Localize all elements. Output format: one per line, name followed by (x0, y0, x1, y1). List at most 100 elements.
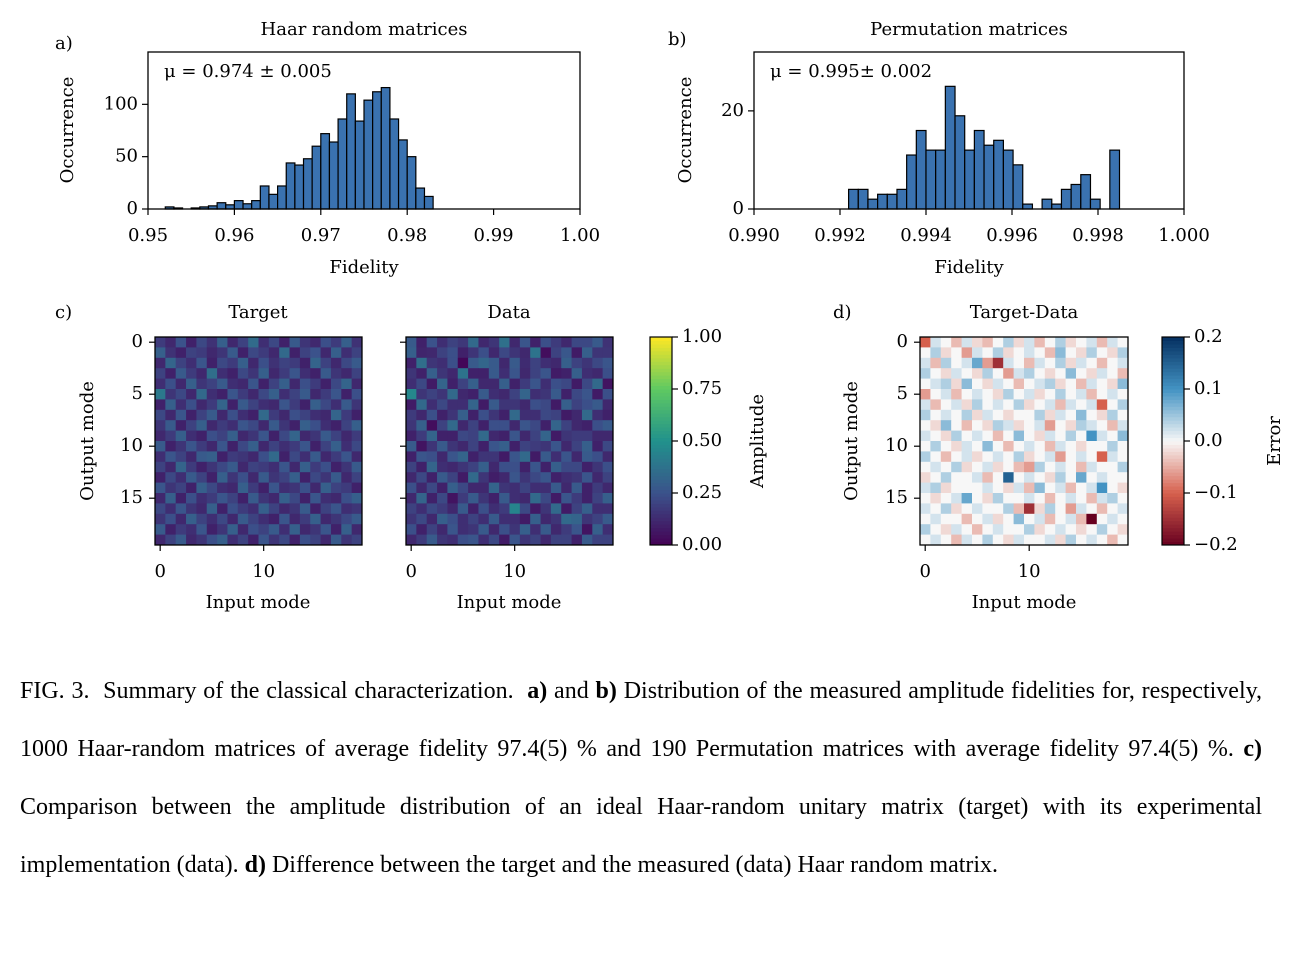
heatmap-cell (1076, 409, 1087, 421)
y-axis-label: Output mode (77, 381, 98, 501)
heatmap-cell (1003, 441, 1014, 452)
heatmap-cell (488, 409, 500, 421)
heatmap-cell (165, 378, 177, 390)
heatmap-cell (351, 409, 363, 421)
annotation: μ = 0.974 ± 0.005 (164, 61, 332, 82)
heatmap-cell (299, 513, 311, 525)
heatmap-cell (992, 524, 1004, 535)
y-tick-label: 0 (733, 198, 744, 219)
heatmap-cell (406, 524, 417, 535)
heatmap-cell (258, 441, 270, 452)
heatmap-cell (279, 534, 290, 546)
chart-title: Target-Data (970, 302, 1079, 323)
heatmap-cell (982, 430, 994, 442)
heatmap-cell (951, 378, 962, 390)
heatmap-cell (1044, 420, 1056, 431)
heatmap-cell (961, 337, 973, 348)
heatmap-cell (175, 482, 187, 494)
colorbar-gradient (1162, 347, 1184, 352)
colorbar-gradient (650, 447, 672, 452)
heatmap-cell (457, 337, 469, 348)
heatmap-cell (951, 357, 962, 369)
heatmap-cell (1107, 378, 1118, 390)
heatmap-cell (289, 493, 301, 504)
heatmap-cell (258, 461, 270, 473)
heatmap-cell (341, 347, 353, 359)
colorbar-gradient (650, 409, 672, 414)
heatmap-cell (519, 503, 531, 515)
heatmap-cell (1096, 430, 1108, 442)
heatmap-cell (1065, 441, 1077, 452)
heatmap-cell (940, 534, 952, 546)
heatmap-cell (920, 399, 931, 411)
heatmap-cell (581, 389, 593, 400)
heatmap-cell (992, 378, 1004, 390)
heatmap-cell (468, 513, 479, 525)
colorbar-gradient (1162, 472, 1184, 477)
heatmap-cell (602, 368, 614, 379)
heatmap-cell (982, 513, 994, 525)
heatmap-cell (1024, 513, 1035, 525)
heatmap-cell (155, 493, 166, 504)
caption-panel-ref: c) (1243, 736, 1262, 762)
bar (1080, 174, 1092, 210)
heatmap-cell (175, 399, 187, 411)
heatmap-cell (416, 399, 428, 411)
heatmap-cell (155, 524, 166, 535)
colorbar-gradient (1162, 361, 1184, 366)
heatmap-cell (155, 389, 166, 400)
heatmap-cell (426, 441, 438, 452)
heatmap-cell (1034, 472, 1046, 483)
heatmap-cell (499, 347, 510, 359)
y-tick-label: 15 (885, 487, 908, 508)
heatmap-cell (248, 378, 259, 390)
bar (1109, 149, 1121, 210)
heatmap-cell (1065, 389, 1077, 400)
heatmap-cell (540, 441, 552, 452)
heatmap-cell (341, 472, 353, 483)
heatmap-cell (992, 503, 1004, 515)
heatmap-cell (550, 482, 562, 494)
heatmap-cell (341, 441, 353, 452)
heatmap-cell (1013, 461, 1025, 473)
heatmap-cell (186, 493, 197, 504)
heatmap-cell (592, 461, 604, 473)
heatmap-cell (540, 368, 552, 379)
heatmap-cell (196, 461, 208, 473)
heatmap-cell (530, 472, 541, 483)
heatmap-cell (550, 368, 562, 379)
heatmap-cell (571, 482, 583, 494)
heatmap-cell (509, 461, 521, 473)
heatmap-cell (488, 472, 500, 483)
heatmap-cell (1096, 472, 1108, 483)
heatmap-cell (186, 482, 197, 494)
heatmap-cell (499, 493, 510, 504)
heatmap-cell (1076, 389, 1087, 400)
heatmap-cell (406, 472, 417, 483)
heatmap-cell (478, 482, 490, 494)
heatmap-cell (592, 409, 604, 421)
heatmap-cell (165, 482, 177, 494)
heatmap-cell (237, 503, 249, 515)
heatmap-cell (1107, 461, 1118, 473)
heatmap-cell (186, 420, 197, 431)
heatmap-cell (1076, 524, 1087, 535)
heatmap-cell (320, 534, 332, 546)
heatmap-cell (237, 493, 249, 504)
heatmap-cell (519, 378, 531, 390)
heatmap-cell (227, 534, 239, 546)
heatmap-cell (1107, 524, 1118, 535)
heatmap-cell (581, 337, 593, 348)
heatmap-cell (1055, 389, 1066, 400)
heatmap-cell (581, 461, 593, 473)
heatmap-cell (478, 493, 490, 504)
heatmap-cell (437, 493, 448, 504)
heatmap-cell (351, 493, 363, 504)
heatmap-cell (468, 347, 479, 359)
heatmap-cell (330, 337, 342, 348)
heatmap-cell (1024, 451, 1035, 463)
heatmap-cell (437, 399, 448, 411)
heatmap-cell (206, 482, 218, 494)
heatmap-cell (196, 368, 208, 379)
bar (1041, 198, 1053, 210)
